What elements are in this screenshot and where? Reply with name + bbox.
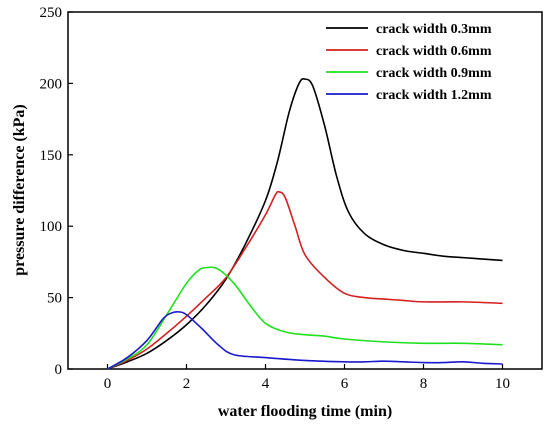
x-tick-label: 0	[104, 376, 112, 392]
series-line-3	[107, 266, 503, 370]
x-tick-label: 6	[341, 376, 349, 392]
series-line-2	[107, 190, 503, 370]
y-tick-label: 50	[47, 291, 62, 307]
legend-label: crack width 0.6mm	[376, 44, 492, 59]
y-tick-label: 100	[40, 219, 63, 235]
x-tick-label: 4	[262, 376, 270, 392]
x-tick-label: 2	[183, 376, 191, 392]
y-tick-label: 200	[40, 76, 63, 92]
series-line-1	[107, 78, 503, 370]
y-tick-label: 150	[40, 148, 63, 164]
y-tick-label: 250	[40, 5, 63, 21]
series-line-4	[107, 311, 503, 370]
x-tick-label: 10	[495, 376, 510, 392]
x-axis-title: water flooding time (min)	[218, 403, 392, 420]
legend-label: crack width 0.9mm	[376, 66, 492, 81]
series-lines	[107, 78, 503, 370]
legend: crack width 0.3mm crack width 0.6mm crack …	[326, 22, 492, 103]
legend-label: crack width 1.2mm	[376, 88, 492, 103]
plot-frame	[67, 11, 543, 370]
legend-label: crack width 0.3mm	[376, 22, 492, 37]
y-axis-title: pressure difference (kPa)	[11, 104, 28, 276]
x-tick-label: 8	[420, 376, 428, 392]
y-tick-label: 0	[55, 362, 63, 378]
